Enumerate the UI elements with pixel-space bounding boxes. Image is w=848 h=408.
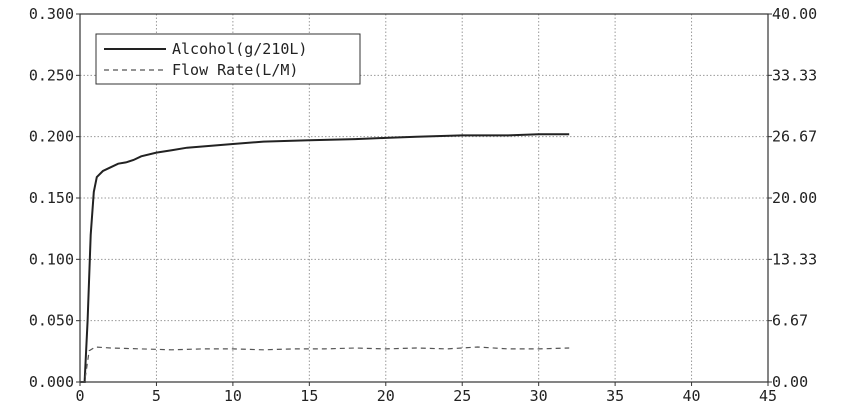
y-tick-label: 0.150 — [29, 189, 74, 207]
y-tick-label: 0.200 — [29, 128, 74, 146]
legend-label-flow-rate: Flow Rate(L/M) — [172, 61, 298, 79]
right-axis-ticks: 0.00 6.67 13.33 20.00 26.67 33.33 40.00 — [768, 5, 817, 391]
y2-tick-label: 20.00 — [772, 189, 817, 207]
x-tick-label: 15 — [300, 387, 318, 405]
x-axis-ticks: 0 5 10 15 20 25 30 35 40 45 — [75, 382, 777, 405]
x-tick-label: 30 — [530, 387, 548, 405]
y-tick-label: 0.300 — [29, 5, 74, 23]
y2-tick-label: 26.67 — [772, 128, 817, 146]
y2-tick-label: 6.67 — [772, 312, 808, 330]
alcohol-series-line — [80, 133, 570, 383]
y2-tick-label: 0.00 — [772, 373, 808, 391]
legend: Alcohol(g/210L) Flow Rate(L/M) — [95, 33, 361, 85]
y2-tick-label: 33.33 — [772, 66, 817, 84]
x-tick-label: 20 — [377, 387, 395, 405]
y-tick-label: 0.000 — [29, 373, 74, 391]
y-tick-label: 0.250 — [29, 66, 74, 84]
x-tick-label: 25 — [453, 387, 471, 405]
left-axis-ticks: 0.000 0.050 0.100 0.150 0.200 0.250 0.300 — [29, 5, 80, 391]
x-tick-label: 45 — [759, 387, 777, 405]
y2-tick-label: 13.33 — [772, 250, 817, 268]
x-tick-label: 10 — [224, 387, 242, 405]
series-layer — [80, 133, 570, 383]
legend-label-alcohol: Alcohol(g/210L) — [172, 40, 307, 58]
x-tick-label: 40 — [683, 387, 701, 405]
legend-box — [95, 33, 361, 85]
flow-rate-series-line — [80, 346, 570, 383]
x-tick-label: 35 — [606, 387, 624, 405]
x-tick-label: 5 — [152, 387, 161, 405]
y2-tick-label: 40.00 — [772, 5, 817, 23]
y-tick-label: 0.100 — [29, 250, 74, 268]
x-tick-label: 0 — [75, 387, 84, 405]
y-tick-label: 0.050 — [29, 312, 74, 330]
